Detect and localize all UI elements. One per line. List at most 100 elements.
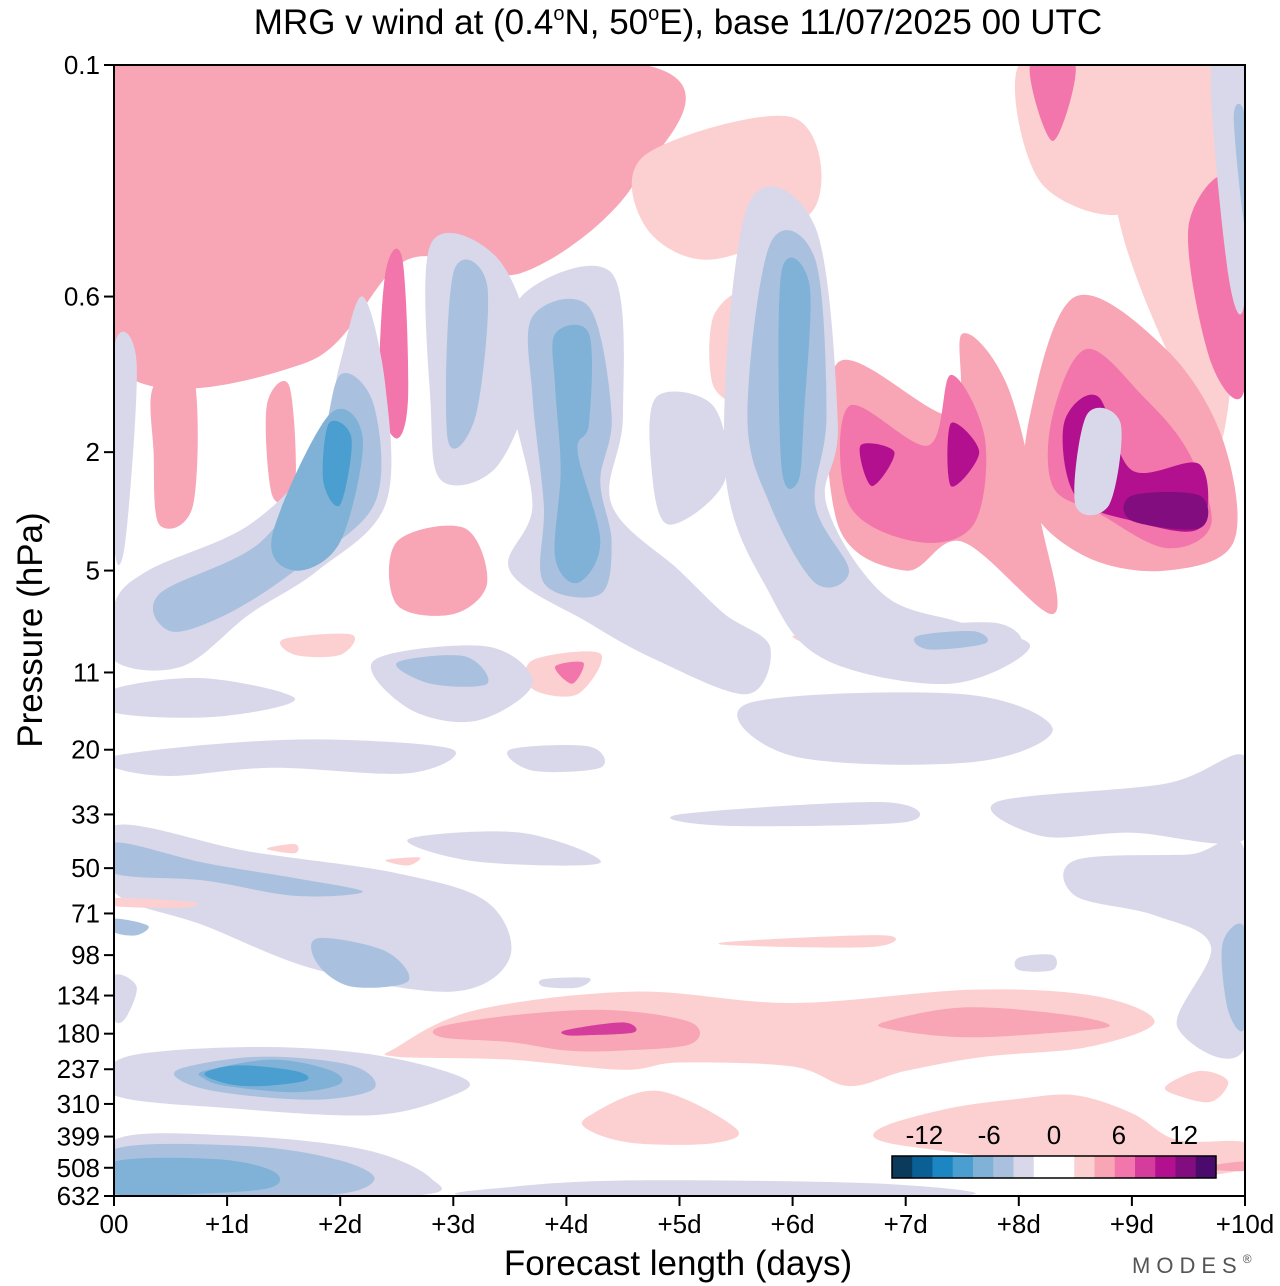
y-tick-label: 5 [86,556,100,586]
x-tick-label: +1d [205,1209,249,1239]
contour-patch [670,801,921,827]
colorbar-swatch [1074,1156,1095,1178]
contour-patch [114,296,392,671]
colorbar-swatch [1054,1156,1075,1178]
y-tick-label: 33 [71,799,100,829]
modes-logo: MODES® [1132,1252,1258,1278]
contour-patch [778,257,811,489]
colorbar-swatch [1175,1156,1197,1178]
y-tick-label: 0.1 [64,50,100,80]
contour-field [114,65,1245,1196]
contour-patch [114,1157,281,1196]
contour-patch [1074,407,1122,516]
contour-patch [1164,1070,1229,1103]
contour-patch [311,937,410,988]
contour-patch [266,843,299,854]
contour-patch [114,331,137,565]
contour-patch [538,977,591,989]
x-tick-label: +10d [1216,1209,1275,1239]
colorbar-swatch [1114,1156,1136,1178]
contour-patch [407,831,602,866]
x-tick-label: +8d [997,1209,1041,1239]
colorbar-swatch [1135,1156,1156,1178]
x-tick-label: +3d [431,1209,475,1239]
y-axis-title: Pressure (hPa) [11,512,50,747]
contour-patch [554,661,584,684]
contour-patch [859,443,895,487]
contour-patch [114,65,686,389]
y-tick-label: 134 [57,981,100,1011]
y-tick-label: 508 [57,1153,100,1183]
contour-patch [737,692,1053,765]
contour-patch [114,918,149,936]
y-tick-label: 399 [57,1122,100,1152]
colorbar-swatch [952,1156,974,1178]
contour-patch [379,248,409,439]
contour-patch [455,1180,976,1196]
contour-patch [1029,65,1076,141]
colorbar-label: -6 [978,1120,1001,1150]
contour-patch [878,1007,1110,1038]
contour-patch [114,739,456,776]
contour-patch [507,745,605,773]
contour-patch [990,754,1245,844]
contour-patch [913,631,988,650]
contour-patch [204,1065,309,1087]
colorbar-swatch [973,1156,994,1178]
colorbar-label: 6 [1112,1120,1126,1150]
contour-patch [1221,923,1245,1032]
contour-patch [718,935,896,948]
colorbar-swatch [993,1156,1014,1178]
colorbar-frame [891,1155,1217,1179]
contour-patch [581,1090,739,1145]
contour-patch [1123,492,1209,530]
x-tick-label: 00 [100,1209,129,1239]
contour-patch [552,324,601,584]
colorbar-label: -12 [906,1120,944,1150]
y-tick-label: 632 [57,1181,100,1211]
contour-patch [114,842,363,897]
colorbar-swatch [1013,1156,1035,1178]
y-tick-label: 237 [57,1054,100,1084]
colorbar-swatch [1195,1156,1217,1178]
colorbar: -12 -6 0 6 12 [891,1120,1217,1179]
contour-patch [280,633,356,658]
x-axis-title: Forecast length (days) [504,1244,852,1283]
y-tick-label: 50 [71,853,100,883]
contour-patch [1014,954,1057,972]
colorbar-label: 12 [1169,1120,1198,1150]
colorbar-swatch [912,1156,933,1178]
colorbar-swatch [1033,1156,1055,1178]
contour-patch [947,422,980,487]
x-tick-label: +5d [657,1209,701,1239]
x-axis: 00 +1d +2d +3d +4d +5d +6d +7d +8d +9d +10d [100,1196,1275,1239]
x-tick-label: +4d [544,1209,588,1239]
contour-patch [150,366,198,529]
contour-patch [1233,103,1245,227]
contour-patch [839,374,987,543]
x-tick-label: +7d [884,1209,928,1239]
y-tick-label: 98 [71,940,100,970]
contour-patch [445,259,489,449]
contour-patch [561,1022,637,1036]
x-tick-label: +6d [771,1209,815,1239]
y-tick-label: 11 [73,657,100,687]
colorbar-swatch [932,1156,954,1178]
y-tick-label: 2 [86,437,100,467]
contour-patch [265,381,296,504]
y-tick-label: 310 [57,1089,100,1119]
contour-patch [388,525,488,616]
contour-patch [114,677,296,718]
contour-patch [114,897,199,909]
x-tick-label: +2d [318,1209,362,1239]
y-tick-label: 71 [71,898,100,928]
contour-patch [385,857,421,866]
y-tick-label: 0.6 [64,282,100,312]
colorbar-swatch [892,1156,913,1178]
colorbar-label: 0 [1047,1120,1061,1150]
contour-patch [1063,837,1245,1059]
colorbar-swatch [1155,1156,1176,1178]
y-axis: 0.1 0.6 2 5 11 20 33 50 71 98 134 180 237 31039950863… [57,50,114,1211]
colorbar-swatch [1094,1156,1116,1178]
